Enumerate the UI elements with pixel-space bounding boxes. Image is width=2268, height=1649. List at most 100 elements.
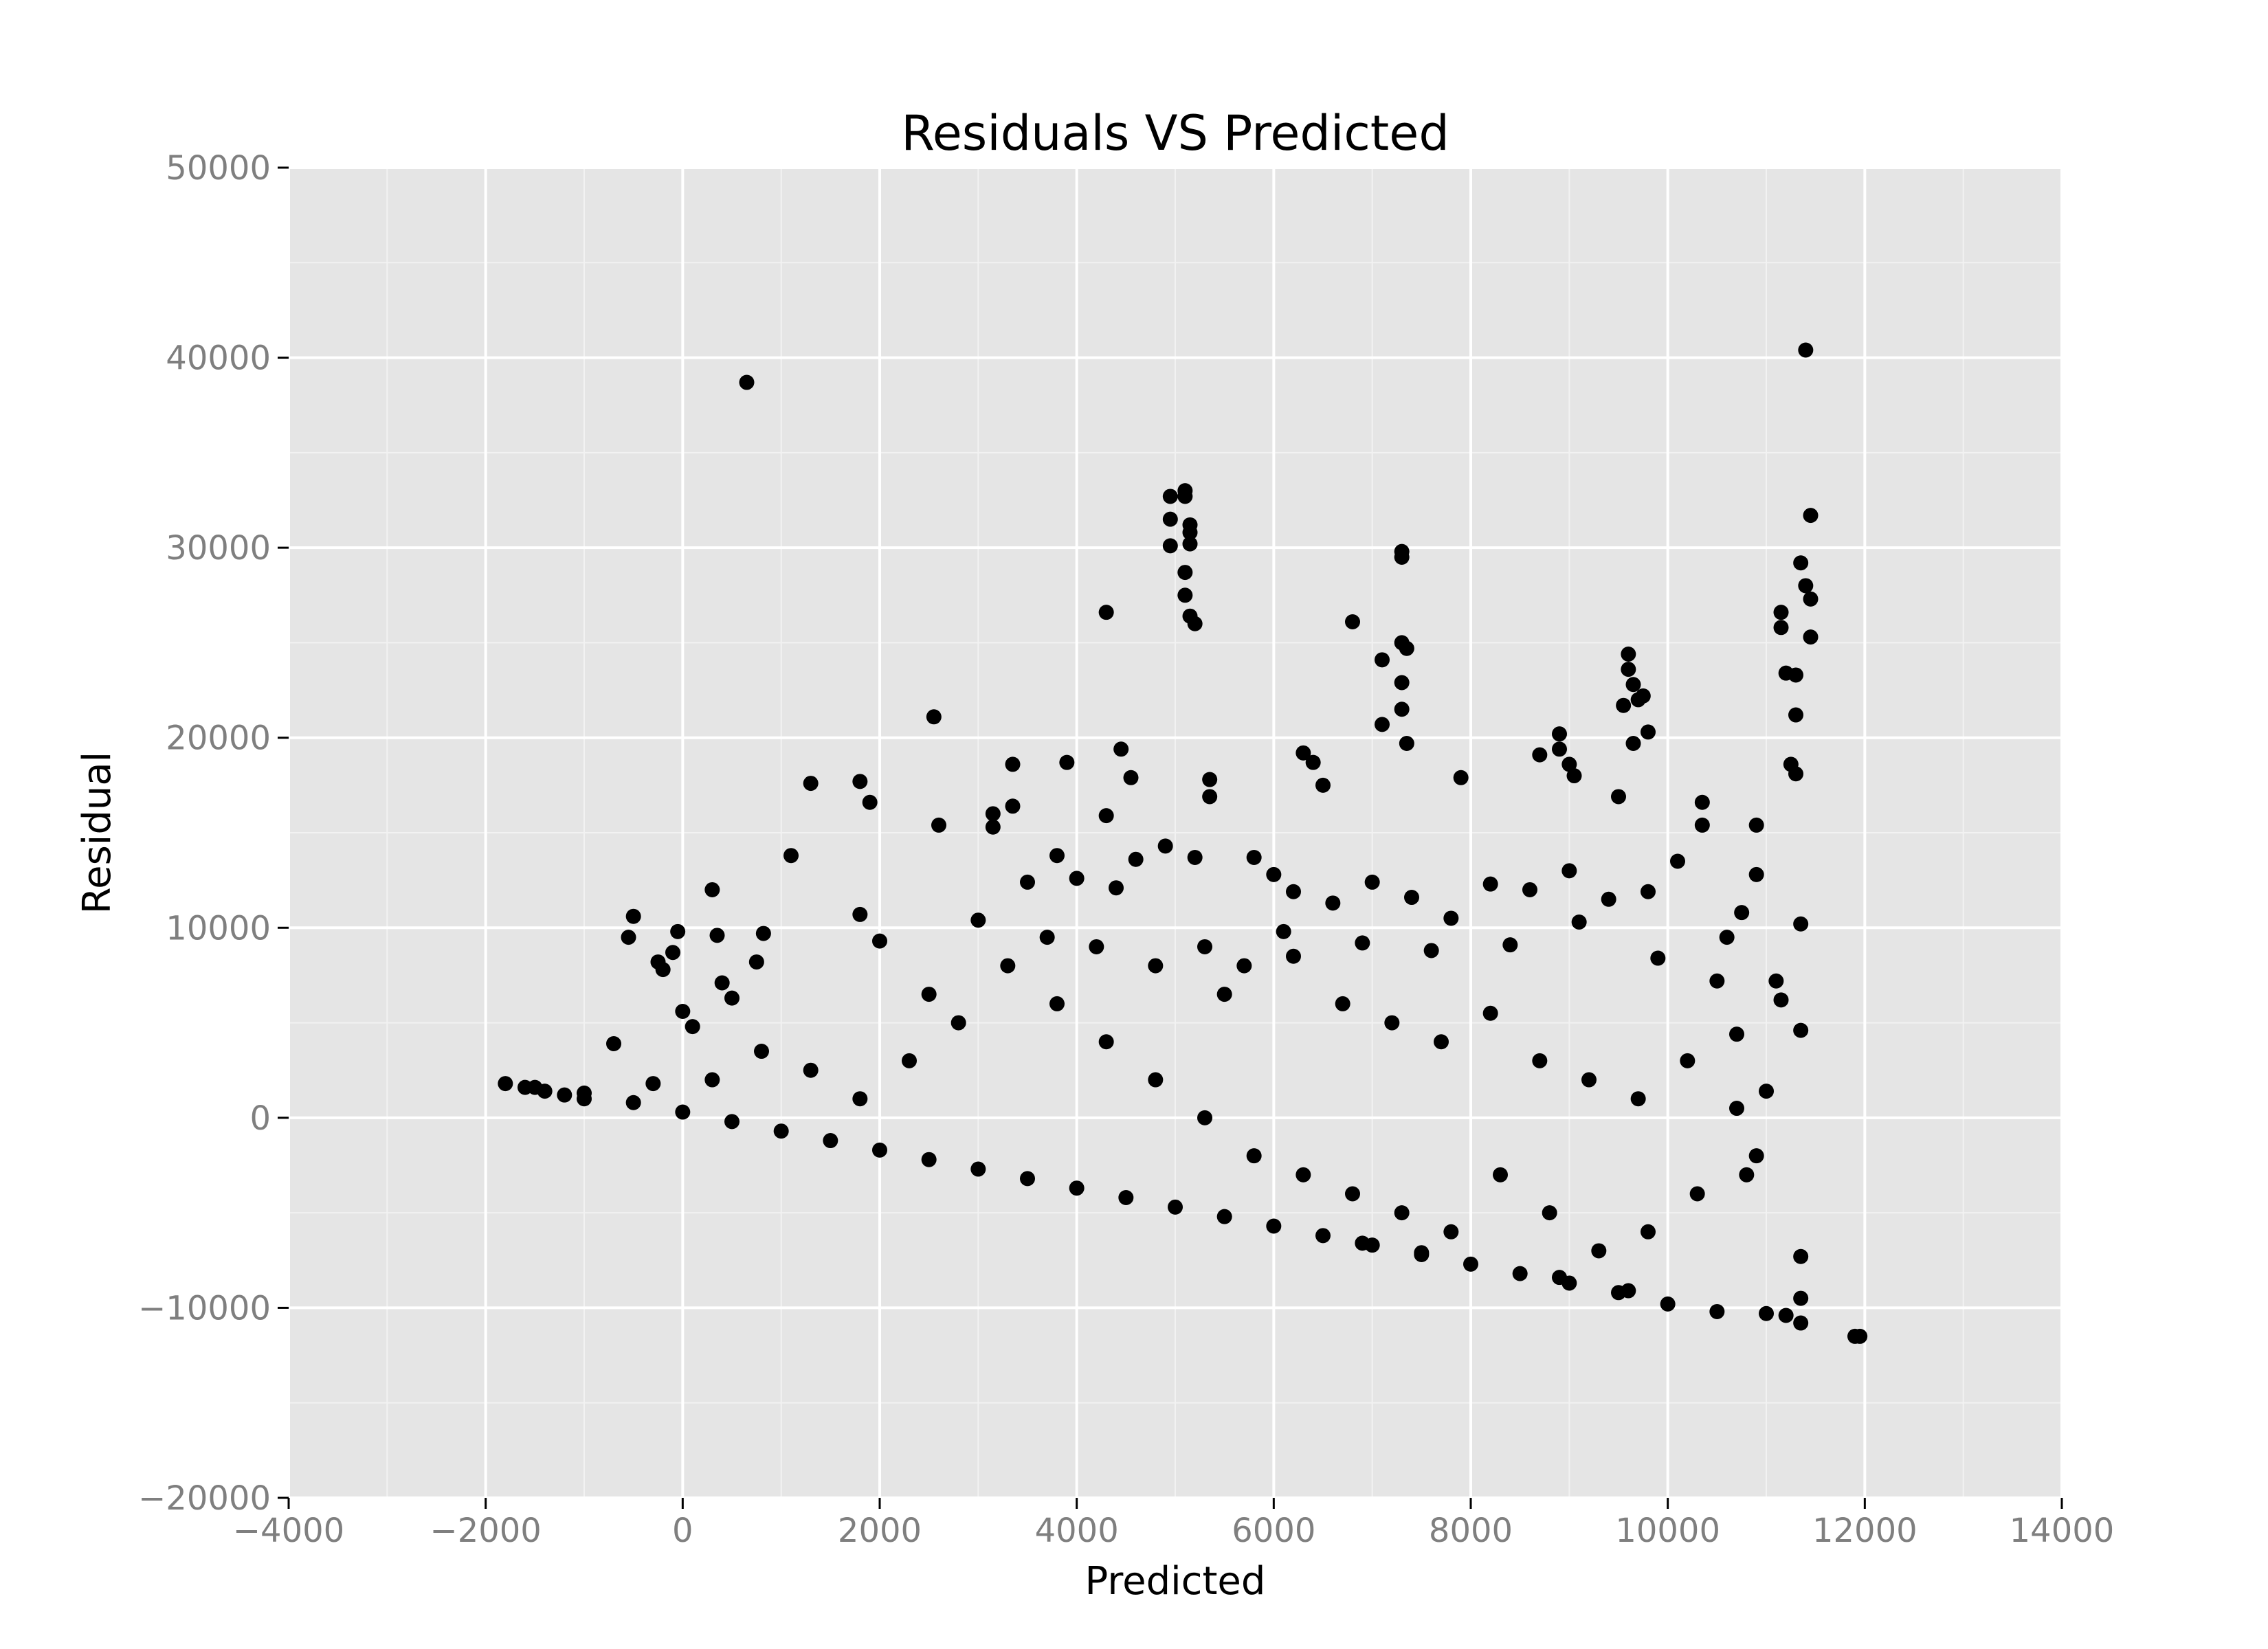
- data-point: [1621, 1283, 1636, 1299]
- data-point: [755, 926, 771, 941]
- data-point: [1355, 935, 1370, 951]
- data-point: [1049, 996, 1065, 1011]
- data-point: [665, 945, 680, 961]
- data-point: [1793, 1248, 1809, 1264]
- data-point: [1773, 605, 1789, 620]
- data-point: [655, 962, 671, 978]
- data-point: [714, 975, 730, 991]
- data-point: [1502, 937, 1518, 953]
- data-point: [1182, 525, 1198, 541]
- data-point: [704, 1072, 720, 1088]
- data-point: [1394, 549, 1410, 565]
- data-point: [1177, 489, 1193, 504]
- data-point: [1793, 1022, 1809, 1038]
- data-point: [1852, 1328, 1868, 1344]
- data-point: [1162, 511, 1178, 527]
- data-point: [1187, 849, 1203, 865]
- data-point: [709, 928, 725, 943]
- data-point: [862, 794, 878, 810]
- data-point: [773, 1123, 789, 1139]
- data-point: [670, 923, 686, 939]
- data-point: [1394, 675, 1410, 691]
- data-point: [1168, 1199, 1183, 1215]
- data-point: [1788, 766, 1803, 782]
- data-point: [527, 1079, 543, 1095]
- data-point: [1202, 789, 1218, 805]
- data-point: [1375, 717, 1390, 732]
- data-point: [926, 709, 942, 725]
- data-point: [1355, 1235, 1370, 1251]
- x-tick-label: 0: [672, 1512, 693, 1550]
- data-point: [1113, 741, 1129, 757]
- x-tick-label: 6000: [1232, 1512, 1315, 1550]
- data-point: [1118, 1190, 1134, 1206]
- x-tick-label: −2000: [430, 1512, 541, 1550]
- data-point: [1305, 754, 1321, 770]
- data-point: [1364, 874, 1380, 890]
- y-tick-label: 30000: [166, 529, 271, 568]
- data-point: [1414, 1245, 1430, 1261]
- data-point: [1552, 726, 1567, 742]
- data-point: [621, 930, 636, 945]
- data-point: [1123, 770, 1139, 785]
- data-point: [970, 912, 986, 928]
- data-point: [1296, 1167, 1311, 1182]
- data-point: [1020, 1171, 1035, 1187]
- data-point: [1482, 876, 1498, 892]
- data-point: [1719, 930, 1735, 945]
- data-point: [1162, 489, 1178, 504]
- data-point: [1694, 817, 1710, 833]
- data-point: [803, 1062, 819, 1078]
- x-tick-label: 10000: [1615, 1512, 1720, 1550]
- data-point: [1049, 848, 1065, 864]
- y-tick-label: 10000: [166, 909, 271, 947]
- data-point: [1561, 863, 1577, 879]
- data-point: [1729, 1101, 1744, 1117]
- data-point: [1773, 620, 1789, 636]
- data-point: [625, 908, 641, 924]
- data-point: [1325, 895, 1341, 911]
- data-point: [1157, 838, 1173, 854]
- data-point: [1000, 958, 1016, 974]
- data-point: [1670, 853, 1685, 869]
- data-point: [1020, 874, 1035, 890]
- data-point: [1453, 770, 1469, 785]
- data-point: [803, 776, 819, 792]
- data-point: [1177, 565, 1193, 581]
- data-point: [1630, 1091, 1646, 1107]
- data-point: [1803, 629, 1819, 645]
- data-point: [1197, 939, 1212, 954]
- data-point: [1345, 1186, 1360, 1202]
- data-point: [1522, 882, 1537, 897]
- data-point: [1734, 905, 1750, 921]
- data-point: [1345, 614, 1360, 630]
- data-point: [1216, 987, 1232, 1002]
- data-point: [1059, 754, 1075, 770]
- x-tick-label: 12000: [1812, 1512, 1917, 1550]
- data-point: [1611, 789, 1626, 805]
- data-point: [1187, 616, 1203, 631]
- data-point: [1266, 1218, 1282, 1234]
- data-point: [1773, 992, 1789, 1008]
- data-point: [921, 987, 937, 1002]
- data-point: [1375, 652, 1390, 668]
- data-point: [970, 1161, 986, 1177]
- data-point: [1148, 1072, 1164, 1088]
- data-point: [1423, 943, 1439, 958]
- data-point: [1315, 1228, 1331, 1244]
- data-point: [1788, 707, 1803, 723]
- x-tick-label: 8000: [1429, 1512, 1513, 1550]
- data-point: [1793, 1290, 1809, 1306]
- data-point: [1625, 677, 1641, 693]
- data-point: [577, 1085, 592, 1101]
- data-point: [1650, 950, 1666, 966]
- y-axis-title: Residual: [75, 752, 120, 915]
- data-point: [1729, 1027, 1744, 1042]
- data-point: [1182, 536, 1198, 552]
- x-tick-label: 2000: [838, 1512, 922, 1550]
- x-tick-label: −4000: [233, 1512, 344, 1550]
- data-point: [1399, 736, 1414, 752]
- data-point: [1532, 747, 1548, 763]
- data-point: [1748, 1148, 1764, 1164]
